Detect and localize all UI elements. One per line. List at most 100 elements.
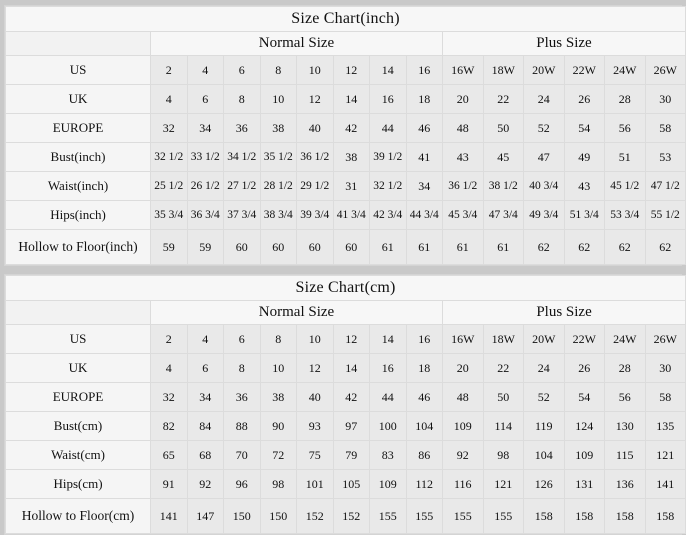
table-cell: 12	[296, 84, 334, 114]
table-cell: 12	[296, 353, 334, 383]
table-cell: 83	[369, 440, 407, 470]
table-cell: 44	[369, 382, 407, 412]
table-cell: 60	[223, 229, 261, 265]
table-cell: 4	[186, 55, 224, 85]
table-cell: 124	[563, 411, 605, 441]
table-cell: 98	[259, 469, 297, 499]
table-cell: 31	[332, 171, 370, 201]
table-cell: 18	[405, 84, 443, 114]
table-cell: 121	[644, 440, 686, 470]
table-cell: 28 1/2	[259, 171, 297, 201]
row-label: Hollow to Floor(inch)	[5, 229, 151, 265]
table-cell: 96	[223, 469, 261, 499]
table-cell: 98	[482, 440, 524, 470]
table-cell: 158	[604, 498, 646, 534]
table-cell: 52	[523, 382, 565, 412]
table-cell: 10	[259, 84, 297, 114]
table-cell: 53	[644, 142, 686, 172]
table-cell: 59	[186, 229, 224, 265]
table-cell: 20	[442, 84, 484, 114]
table-cell: 101	[296, 469, 334, 499]
table-cell: 152	[332, 498, 370, 534]
table-cell: 68	[186, 440, 224, 470]
table-cell: 16	[405, 324, 443, 354]
row-label: EUROPE	[5, 382, 151, 412]
table-cell: 86	[405, 440, 443, 470]
table-cell: 24W	[604, 55, 646, 85]
table-cell: 18W	[482, 55, 524, 85]
table-cell: 32 1/2	[369, 171, 407, 201]
table-cell: 24	[523, 84, 565, 114]
table-row: Bust(cm) 82 84 88 90 93 97 100 104 109 114 119 124 13…	[5, 411, 686, 441]
table-cell: 58	[644, 113, 686, 143]
table-cell: 97	[332, 411, 370, 441]
table-cell: 49 3/4	[523, 200, 565, 230]
table-cell: 36 1/2	[296, 142, 334, 172]
table-cell: 26	[563, 84, 605, 114]
table-cell: 22	[482, 353, 524, 383]
table-cell: 49	[563, 142, 605, 172]
table-cell: 48	[442, 113, 484, 143]
table-row: Bust(inch) 32 1/2 33 1/2 34 1/2 35 1/2 36 1/2…	[5, 142, 686, 172]
table-cell: 36	[223, 113, 261, 143]
table-cell: 51	[604, 142, 646, 172]
chart-title: Size Chart(cm)	[4, 275, 686, 301]
table-cell: 141	[644, 469, 686, 499]
table-cell: 34	[186, 113, 224, 143]
table-cell: 62	[563, 229, 605, 265]
group-header-plus-size: Plus Size	[441, 300, 686, 325]
table-cell: 46	[405, 382, 443, 412]
table-cell: 26W	[644, 55, 686, 85]
table-cell: 32 1/2	[150, 142, 188, 172]
table-cell: 25 1/2	[150, 171, 188, 201]
table-cell: 60	[296, 229, 334, 265]
table-cell: 61	[442, 229, 484, 265]
table-cell: 30	[644, 353, 686, 383]
table-cell: 109	[442, 411, 484, 441]
table-cell: 12	[332, 55, 370, 85]
table-cell: 119	[523, 411, 565, 441]
table-cell: 27 1/2	[223, 171, 261, 201]
table-cell: 8	[223, 353, 261, 383]
table-cell: 43	[442, 142, 484, 172]
table-cell: 40	[296, 382, 334, 412]
table-cell: 60	[332, 229, 370, 265]
table-cell: 51 3/4	[563, 200, 605, 230]
table-cell: 39 3/4	[296, 200, 334, 230]
table-cell: 75	[296, 440, 334, 470]
table-cell: 72	[259, 440, 297, 470]
group-header-spacer	[5, 300, 151, 325]
table-cell: 36	[223, 382, 261, 412]
table-cell: 130	[604, 411, 646, 441]
row-label: Bust(cm)	[5, 411, 151, 441]
table-cell: 30	[644, 84, 686, 114]
table-cell: 135	[644, 411, 686, 441]
size-chart-inch-block: Size Chart(inch) Normal Size Plus Size US 2 4…	[4, 5, 686, 266]
table-cell: 50	[482, 113, 524, 143]
table-cell: 45 3/4	[442, 200, 484, 230]
chart-title-row: Size Chart(inch)	[4, 6, 686, 32]
table-cell: 62	[523, 229, 565, 265]
table-row: Waist(cm) 65 68 70 72 75 79 83 86 92 98 104 109 115 12…	[5, 440, 686, 470]
table-cell: 92	[442, 440, 484, 470]
table-cell: 43	[563, 171, 605, 201]
table-cell: 50	[482, 382, 524, 412]
table-cell: 115	[604, 440, 646, 470]
table-cell: 24	[523, 353, 565, 383]
table-cell: 22	[482, 84, 524, 114]
group-header-plus-size: Plus Size	[441, 31, 686, 56]
table-cell: 6	[223, 324, 261, 354]
table-row: US 2 4 6 8 10 12 14 16 16W 18W 20W 22W 24W 26W	[5, 324, 686, 354]
table-row: Hollow to Floor(inch) 59 59 60 60 60 60 61 61 61 6…	[5, 229, 686, 265]
table-cell: 37 3/4	[223, 200, 261, 230]
table-row: Waist(inch) 25 1/2 26 1/2 27 1/2 28 1/2 29 1/…	[5, 171, 686, 201]
row-label: US	[5, 55, 151, 85]
table-cell: 4	[186, 324, 224, 354]
table-cell: 38	[259, 113, 297, 143]
table-row: UK 4 6 8 10 12 14 16 18 20 22 24 26 28 30	[5, 84, 686, 114]
table-cell: 12	[332, 324, 370, 354]
table-cell: 65	[150, 440, 188, 470]
table-cell: 47	[523, 142, 565, 172]
table-cell: 14	[332, 353, 370, 383]
table-cell: 16	[405, 55, 443, 85]
